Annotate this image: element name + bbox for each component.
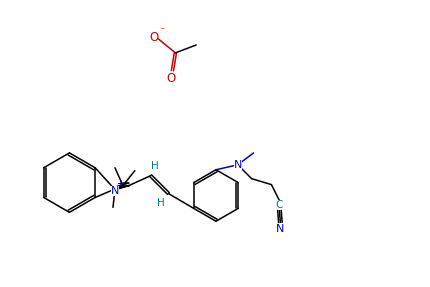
Text: H: H	[150, 161, 158, 171]
Text: C: C	[275, 200, 283, 210]
Text: N: N	[276, 224, 284, 234]
Text: H: H	[156, 198, 164, 208]
Text: N: N	[111, 185, 119, 195]
Text: O: O	[166, 72, 175, 85]
Text: N: N	[233, 160, 241, 170]
Text: +: +	[117, 179, 124, 188]
Text: ⁻: ⁻	[159, 26, 164, 36]
Text: O: O	[149, 30, 158, 44]
